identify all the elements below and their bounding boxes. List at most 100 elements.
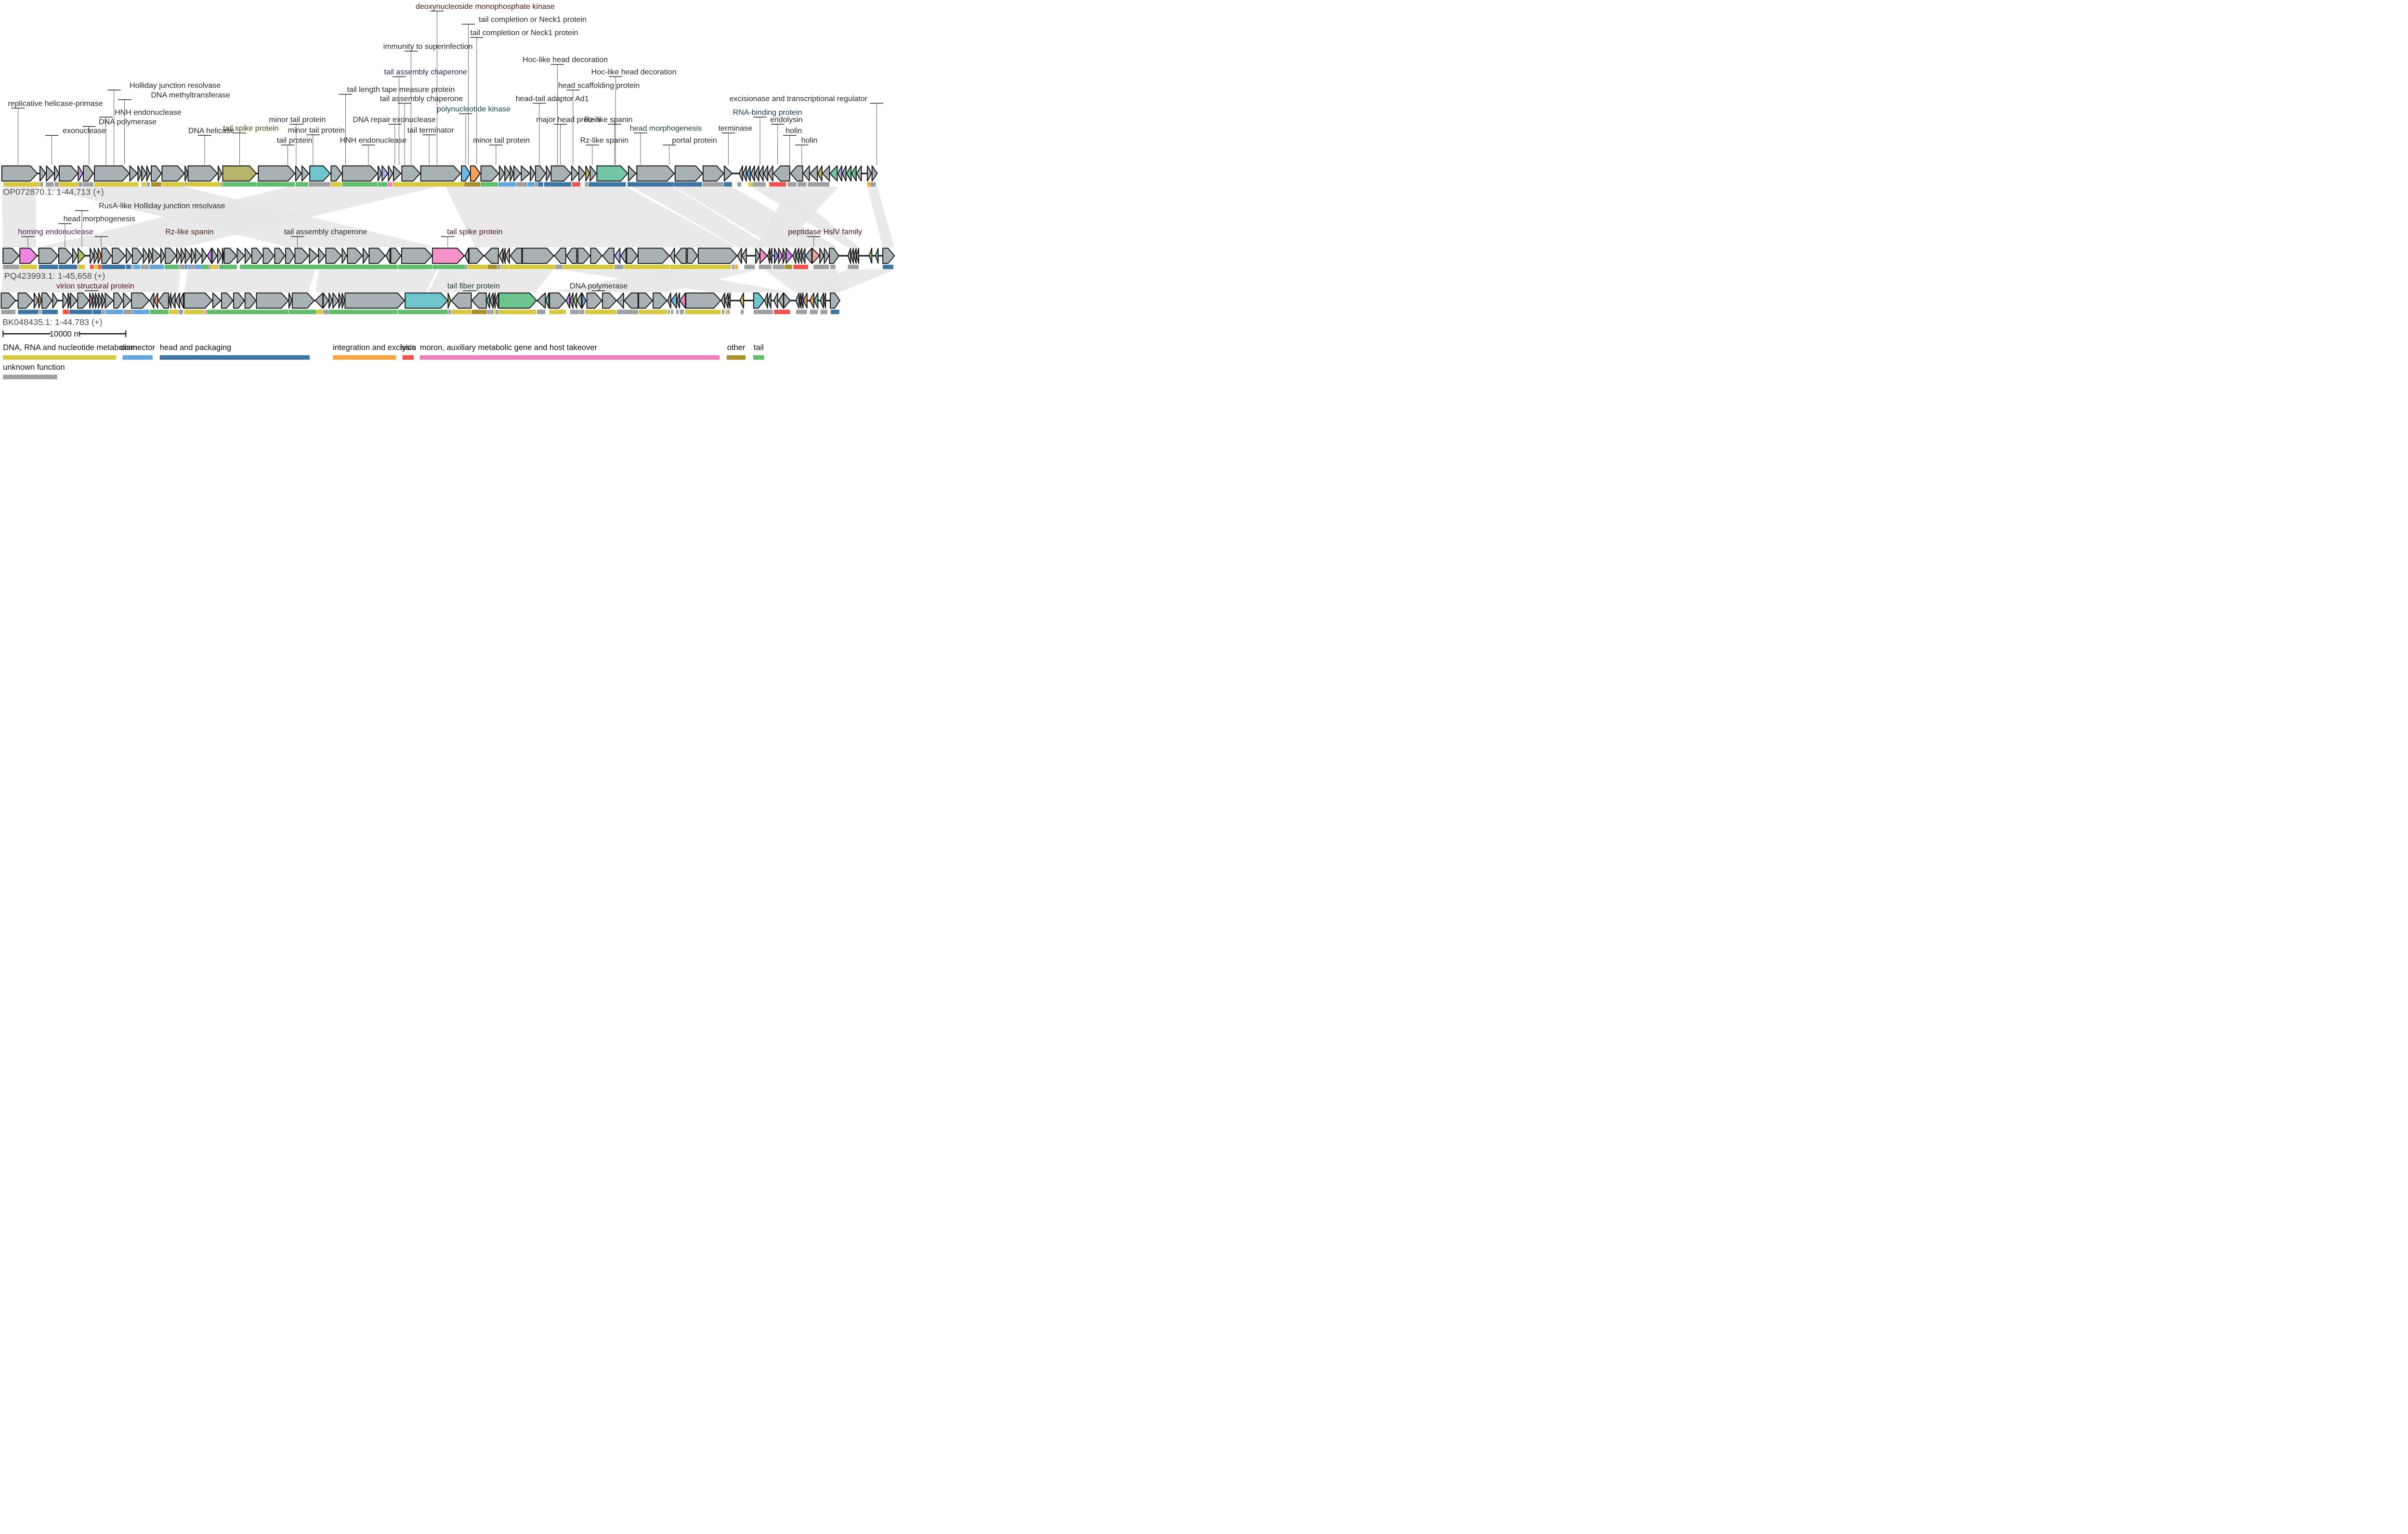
gene-arrow: [741, 247, 747, 264]
category-strip-segment: [169, 310, 178, 314]
label-tick: [21, 236, 35, 237]
label-tick: [306, 134, 320, 135]
category-strip-segment: [126, 264, 131, 269]
gene-arrow: [388, 165, 393, 182]
category-strip-segment: [735, 264, 738, 269]
category-strip-segment: [535, 182, 538, 187]
synteny-ribbon: [1, 186, 36, 247]
gene-arrow: [773, 292, 778, 309]
gene-arrow: [131, 292, 150, 309]
gene-arrow: [638, 292, 653, 309]
gene-arrow: [301, 165, 310, 182]
gene-arrow: [546, 165, 551, 182]
category-strip-segment: [774, 310, 790, 314]
category-strip-segment: [102, 310, 105, 314]
gene-arrow: [309, 165, 331, 182]
category-strip-segment: [179, 264, 185, 269]
category-strip-segment: [63, 310, 69, 314]
gene-arrow: [868, 247, 873, 264]
category-strip-segment: [759, 264, 772, 269]
category-strip-segment: [537, 310, 546, 314]
label-tick: [404, 51, 418, 52]
category-strip-segment: [164, 264, 179, 269]
category-strip-segment: [737, 182, 742, 187]
gene-arrow: [72, 247, 78, 264]
gene-arrow: [381, 165, 389, 182]
gene-arrow: [98, 292, 102, 309]
category-strip-segment: [448, 310, 451, 314]
gene-arrow: [0, 292, 16, 309]
gene-arrow: [596, 165, 628, 182]
gene-label: tail protein: [277, 137, 313, 145]
gene-label: Hoc-like head decoration: [591, 68, 677, 77]
category-strip-segment: [753, 310, 773, 314]
category-strip-segment: [3, 182, 40, 187]
gene-arrow: [602, 247, 615, 264]
category-strip-segment: [378, 182, 388, 187]
synteny-ribbon: [867, 186, 895, 247]
gene-arrow: [258, 165, 296, 182]
legend-swatch: [333, 355, 396, 360]
category-strip-segment: [572, 182, 580, 187]
category-strip-segment: [288, 310, 316, 314]
category-strip-segment: [59, 182, 79, 187]
category-strip-segment: [497, 264, 501, 269]
gene-arrow: [201, 247, 207, 264]
category-strip-segment: [772, 264, 785, 269]
gene-label: immunity to superinfection: [383, 43, 473, 51]
label-tick: [58, 223, 72, 224]
category-strip-segment: [94, 264, 98, 269]
category-strip-segment: [83, 182, 93, 187]
gene-label: minor tail protein: [269, 116, 326, 124]
gene-arrow: [131, 247, 143, 264]
gene-arrow: [89, 292, 93, 309]
gene-label: tail spike protein: [447, 228, 503, 236]
gene-arrow: [212, 292, 222, 309]
gene-label: excisionase and transcriptional regulato…: [730, 95, 868, 103]
label-tick: [45, 135, 59, 136]
genome-comparison-figure: OP072870.1: 1-44,713 (+) PQ423993.1: 1-45…: [0, 0, 901, 384]
gene-arrow: [545, 292, 550, 309]
gene-arrow: [70, 292, 78, 309]
category-strip-segment: [830, 264, 836, 269]
gene-arrow: [309, 247, 318, 264]
category-strip-segment: [498, 182, 516, 187]
category-strip-segment: [487, 310, 490, 314]
gene-arrow: [341, 292, 345, 309]
gene-arrow: [33, 292, 39, 309]
gene-arrow: [550, 165, 572, 182]
category-strip-segment: [151, 182, 161, 187]
gene-arrow: [616, 292, 624, 309]
gene-label: DNA repair exonuclease: [353, 116, 435, 124]
gene-arrow: [62, 292, 68, 309]
category-strip-segment: [617, 310, 638, 314]
gene-arrow: [141, 165, 147, 182]
gene-arrow: [480, 165, 499, 182]
gene-arrow: [2, 247, 20, 264]
category-strip-segment: [208, 264, 210, 269]
gene-label: head scaffolding protein: [558, 81, 640, 90]
category-strip-segment: [563, 264, 614, 269]
category-strip-segment: [146, 182, 150, 187]
category-strip-segment: [724, 182, 732, 187]
gene-arrow: [585, 165, 590, 182]
category-strip-segment: [201, 264, 208, 269]
category-strip-segment: [624, 264, 669, 269]
gene-arrow: [217, 165, 222, 182]
gene-arrow: [325, 247, 342, 264]
gene-arrow: [105, 292, 114, 309]
gene-label: tail fiber protein: [447, 282, 500, 290]
gene-arrow: [101, 247, 112, 264]
synteny-ribbon: [445, 186, 737, 247]
gene-arrow: [19, 247, 38, 264]
category-strip-segment: [752, 182, 766, 187]
gene-arrow: [554, 247, 566, 264]
gene-arrow: [829, 165, 838, 182]
gene-arrow: [856, 247, 860, 264]
category-strip-segment: [221, 182, 223, 187]
gene-arrow: [637, 247, 670, 264]
legend-label: moron, auxiliary metabolic gene and host…: [420, 343, 598, 352]
category-strip-segment: [398, 310, 448, 314]
gene-arrow: [95, 292, 99, 309]
gene-arrow: [223, 247, 237, 264]
